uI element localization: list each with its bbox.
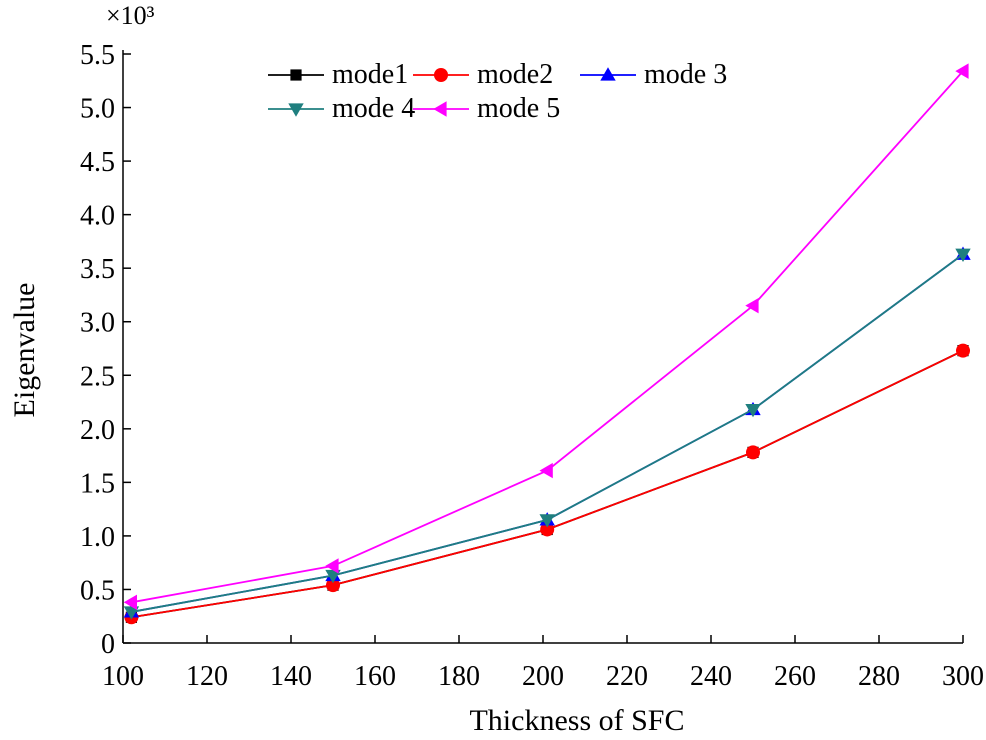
legend-item-mode3: mode 3 xyxy=(580,59,727,90)
marker-triangle-down xyxy=(539,514,555,528)
marker-triangle-down xyxy=(325,569,341,584)
axes-layer: 100 120 140 160 180 200 220 240 260 280 300 0 0.5 1.0… xyxy=(80,40,984,692)
x-tick-label: 140 xyxy=(270,661,312,692)
y-tick-label: 0.5 xyxy=(80,575,115,606)
series-layer xyxy=(123,63,971,625)
marker-circle xyxy=(540,522,555,537)
series-line xyxy=(131,253,964,613)
marker-circle xyxy=(326,578,340,593)
marker-triangle-down xyxy=(955,248,971,262)
axis-multiplier-label: ×10³ xyxy=(106,1,155,30)
y-axis-label: Eigenvalue xyxy=(8,283,41,418)
y-tick-label: 2.0 xyxy=(80,415,115,446)
legend: mode1 mode2 mode 3 mode 4 mode 5 xyxy=(268,59,727,124)
legend-item-mode4: mode 4 xyxy=(268,93,415,124)
marker-triangle-left xyxy=(325,558,339,574)
marker-circle xyxy=(746,445,760,460)
legend-item-mode2: mode2 xyxy=(413,59,553,90)
series-line xyxy=(131,253,964,613)
legend-label: mode2 xyxy=(477,59,553,90)
y-tick-label: 1.5 xyxy=(80,468,115,499)
x-tick-label: 100 xyxy=(102,661,144,692)
marker-triangle-left xyxy=(539,462,553,479)
x-tick-label: 180 xyxy=(438,661,480,692)
marker-triangle-down xyxy=(123,606,140,620)
series-mode4 xyxy=(123,248,971,620)
x-tick-label: 300 xyxy=(942,661,984,692)
legend-label: mode 3 xyxy=(644,59,727,90)
legend-label: mode1 xyxy=(332,59,408,90)
legend-label: mode 5 xyxy=(477,93,560,124)
x-tick-label: 240 xyxy=(690,661,732,692)
y-tick-label: 1.0 xyxy=(80,522,115,553)
y-tick-label: 4.0 xyxy=(80,201,115,232)
marker-triangle-up xyxy=(600,67,616,81)
marker-triangle-left xyxy=(433,101,447,117)
y-tick-label: 4.5 xyxy=(80,147,115,178)
x-tick-label: 200 xyxy=(522,661,564,692)
marker-square xyxy=(290,69,302,81)
marker-triangle-left xyxy=(123,594,137,611)
x-tick-label: 260 xyxy=(774,661,816,692)
y-tick-label: 3.0 xyxy=(80,308,115,339)
series-mode5 xyxy=(123,63,969,611)
x-tick-label: 160 xyxy=(354,661,396,692)
series-line xyxy=(131,349,964,619)
marker-circle xyxy=(956,343,970,358)
y-tick-label: 5.5 xyxy=(80,40,115,71)
marker-triangle-left xyxy=(745,297,759,314)
legend-label: mode 4 xyxy=(332,93,415,124)
y-tick-label: 3.5 xyxy=(80,254,115,285)
marker-triangle-down xyxy=(288,103,304,117)
x-tick-label: 220 xyxy=(606,661,648,692)
series-mode2 xyxy=(124,343,970,625)
series-mode3 xyxy=(123,246,971,618)
y-tick-label: 2.5 xyxy=(80,361,115,392)
x-tick-label: 120 xyxy=(186,661,228,692)
legend-item-mode5: mode 5 xyxy=(413,93,560,124)
y-tick-label: 5.0 xyxy=(80,94,115,125)
x-axis-label: Thickness of SFC xyxy=(469,704,684,737)
y-tick-label: 0 xyxy=(101,629,115,660)
marker-circle xyxy=(434,68,448,82)
marker-triangle-left xyxy=(955,63,969,79)
x-tick-label: 280 xyxy=(858,661,900,692)
legend-item-mode1: mode1 xyxy=(268,59,408,90)
series-line xyxy=(131,349,964,619)
marker-triangle-down xyxy=(745,403,761,418)
